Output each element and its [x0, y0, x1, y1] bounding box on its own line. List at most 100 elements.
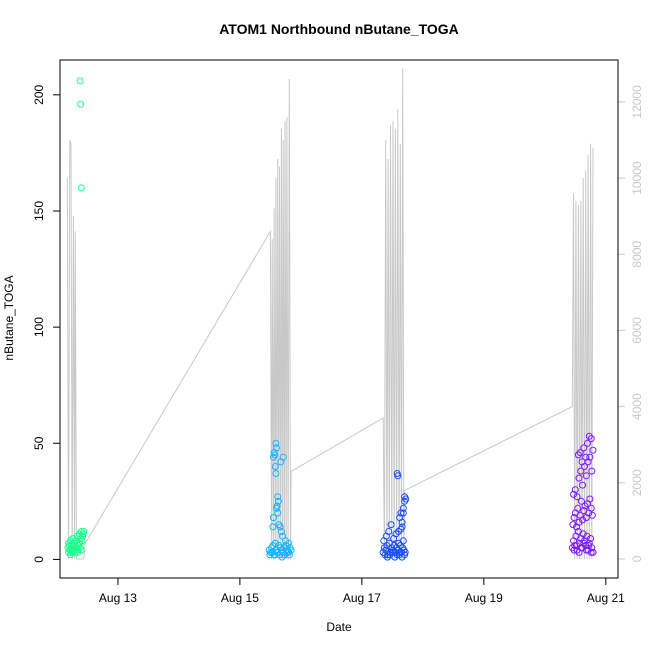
- scatter-point: [584, 439, 591, 447]
- y2-tick-label: 0: [630, 555, 644, 562]
- scatter-point: [587, 548, 595, 556]
- x-tick-label: Aug 17: [343, 591, 381, 605]
- scatter-point: [398, 518, 406, 526]
- scatter-point: [586, 495, 594, 503]
- scatter-point: [283, 548, 291, 556]
- scatter-point: [586, 453, 594, 461]
- scatter-point: [575, 518, 583, 526]
- scatter-point: [579, 530, 587, 538]
- scatter-point: [276, 523, 284, 531]
- scatter-point: [391, 553, 399, 561]
- series-group: [64, 77, 88, 559]
- y-axis-label: nButane_TOGA: [2, 275, 16, 360]
- scatter-point: [66, 551, 74, 559]
- y2-tick-label: 2000: [630, 469, 644, 496]
- scatter-point: [579, 516, 587, 524]
- scatter-point: [401, 551, 409, 559]
- scatter-point: [274, 493, 282, 501]
- scatter-point: [272, 439, 280, 447]
- x-tick-label: Aug 21: [587, 591, 625, 605]
- scatter-point: [570, 514, 578, 522]
- scatter-point: [285, 551, 293, 559]
- scatter-point: [583, 532, 591, 540]
- scatter-point: [577, 467, 585, 475]
- scatter-point: [271, 451, 279, 459]
- scatter-point: [76, 77, 84, 85]
- scatter-point: [274, 497, 282, 505]
- scatter-point: [269, 523, 277, 531]
- y2-tick-label: 6000: [630, 317, 644, 344]
- y2-tick-label: 4000: [630, 393, 644, 420]
- scatter-point: [399, 537, 407, 545]
- scatter-point: [401, 493, 409, 501]
- scatter-point: [569, 521, 577, 529]
- scatter-point: [582, 453, 590, 461]
- x-tick-label: Aug 15: [221, 591, 259, 605]
- x-tick-label: Aug 13: [99, 591, 137, 605]
- y-tick-label: 200: [32, 85, 46, 105]
- scatter-point: [285, 539, 293, 547]
- scatter-point: [387, 521, 395, 529]
- scatter-point: [278, 553, 286, 561]
- scatter-point: [384, 553, 391, 561]
- scatter-point: [273, 444, 280, 452]
- y2-tick-label: 8000: [630, 241, 644, 268]
- scatter-point: [273, 548, 281, 556]
- chart-title: ATOM1 Northbound nButane_TOGA: [219, 21, 459, 37]
- y2-tick-label: 10000: [630, 161, 644, 195]
- scatter-point: [271, 539, 279, 547]
- y2-tick-label: 12000: [630, 85, 644, 119]
- scatter-point: [77, 184, 85, 192]
- scatter-point: [272, 470, 280, 477]
- scatter-points-group: [64, 77, 597, 561]
- scatter-point: [269, 514, 277, 522]
- scatter-point: [77, 546, 85, 554]
- scatter-point: [273, 502, 281, 510]
- scatter-point: [578, 458, 586, 466]
- scatter-point: [279, 453, 287, 461]
- scatter-point: [587, 504, 595, 512]
- scatter-point: [271, 551, 279, 559]
- plot-frame: [59, 59, 619, 579]
- scatter-point: [588, 467, 596, 475]
- scatter-point: [587, 535, 595, 542]
- scatter-point: [271, 463, 279, 470]
- series-group: [265, 439, 295, 561]
- series-group: [379, 470, 410, 561]
- y-tick-label: 50: [32, 436, 46, 450]
- scatter-point: [585, 542, 593, 549]
- scatter-point: [574, 451, 582, 459]
- scatter-point: [577, 497, 585, 505]
- scatter-point: [399, 504, 407, 512]
- scatter-point: [74, 548, 82, 556]
- scatter-point: [588, 511, 596, 519]
- scatter-point: [574, 504, 582, 512]
- x-axis-label: Date: [326, 620, 352, 634]
- scatter-point: [395, 528, 402, 535]
- scatter-point: [266, 551, 274, 559]
- scatter-point: [277, 528, 285, 535]
- scatter-point: [398, 523, 406, 531]
- y-tick-label: 100: [32, 317, 46, 337]
- scatter-point: [582, 472, 590, 480]
- x-tick-label: Aug 19: [465, 591, 503, 605]
- scatter-point: [589, 446, 597, 454]
- scatter-point: [576, 449, 584, 457]
- scatter-point: [575, 474, 583, 482]
- scatter-point: [77, 100, 85, 108]
- scatter-point: [570, 490, 577, 498]
- scatter-point: [573, 493, 581, 501]
- scatter-point: [571, 486, 579, 494]
- scatter-point: [587, 435, 595, 443]
- scatter-point: [581, 502, 589, 510]
- y-tick-label: 150: [32, 201, 46, 221]
- scatter-point: [76, 539, 83, 547]
- y-tick-label: 0: [32, 556, 46, 563]
- scatter-point: [580, 444, 588, 452]
- scatter-point: [579, 481, 587, 489]
- scatter-point: [385, 528, 393, 535]
- scatter-point: [399, 509, 407, 517]
